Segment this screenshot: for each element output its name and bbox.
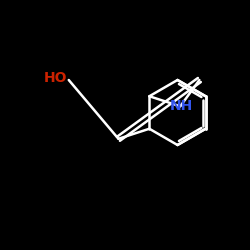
Text: HO: HO — [43, 70, 67, 85]
Text: NH: NH — [170, 99, 193, 113]
